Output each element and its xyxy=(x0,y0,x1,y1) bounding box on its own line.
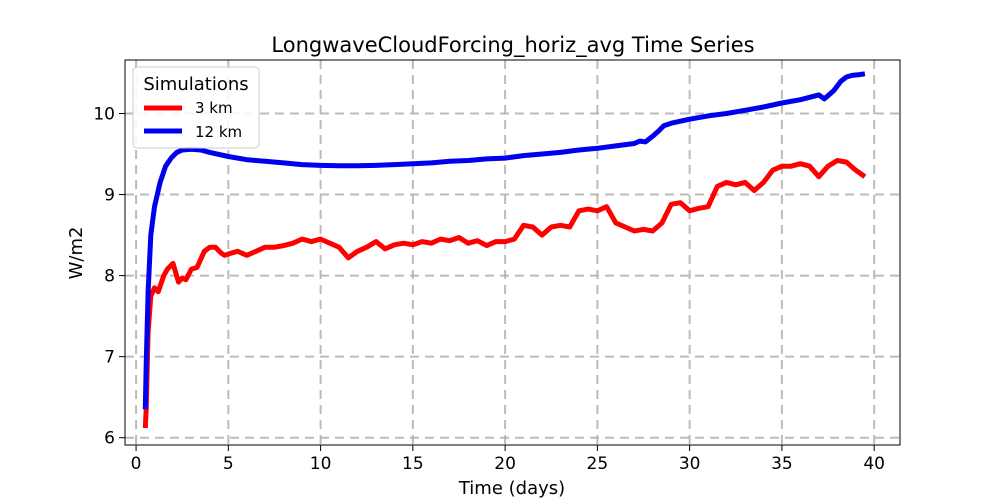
x-tick-label: 40 xyxy=(863,454,885,474)
legend-label-3km: 3 km xyxy=(195,99,233,117)
x-tick-label: 20 xyxy=(494,454,516,474)
y-tick-label: 10 xyxy=(93,104,115,124)
x-tick-label: 35 xyxy=(771,454,793,474)
x-tick-label: 30 xyxy=(679,454,701,474)
y-axis-label: W/m2 xyxy=(66,227,87,280)
legend: Simulations 3 km 12 km xyxy=(132,66,260,149)
series-layer xyxy=(142,71,867,429)
y-tick-label: 9 xyxy=(104,186,115,206)
y-tick-label: 6 xyxy=(104,429,115,449)
x-tick-label: 5 xyxy=(223,454,234,474)
y-axis-ticks: 6 7 8 9 10 xyxy=(93,104,125,449)
x-tick-label: 25 xyxy=(587,454,609,474)
y-tick-label: 8 xyxy=(104,267,115,287)
series-line-3km xyxy=(142,158,867,429)
legend-title: Simulations xyxy=(143,74,248,95)
legend-box xyxy=(132,66,260,149)
y-tick-label: 7 xyxy=(104,348,115,368)
series-line-12km xyxy=(142,71,866,410)
x-tick-label: 15 xyxy=(402,454,424,474)
grid-lines xyxy=(125,60,900,445)
x-tick-label: 10 xyxy=(310,454,332,474)
x-axis-label: Time (days) xyxy=(458,478,565,499)
x-axis-ticks: 0 5 10 15 20 25 30 35 40 xyxy=(131,445,885,474)
legend-label-12km: 12 km xyxy=(195,123,242,141)
plot-frame xyxy=(124,59,901,446)
chart-title: LongwaveCloudForcing_horiz_avg Time Seri… xyxy=(271,33,754,58)
x-tick-label: 0 xyxy=(131,454,142,474)
